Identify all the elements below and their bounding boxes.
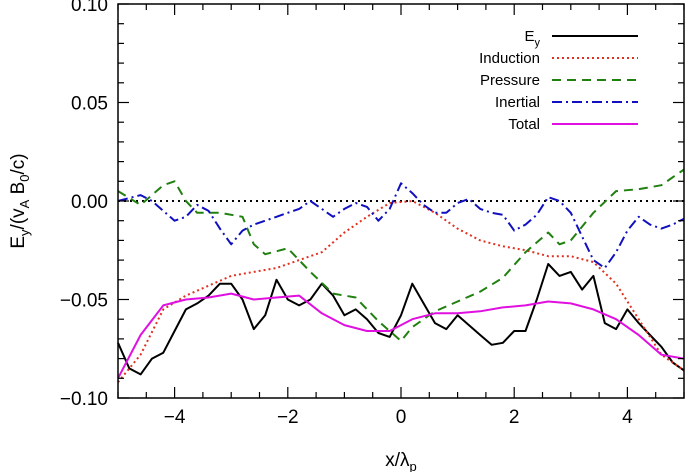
series-line-inertial xyxy=(118,183,684,268)
series-line-total xyxy=(118,294,684,379)
x-tick-label: 0 xyxy=(396,407,407,428)
x-axis-title-base: x/λ xyxy=(385,450,410,471)
y-tick-label: 0.10 xyxy=(71,0,108,16)
y-axis-title-s3: 0 xyxy=(17,174,32,181)
x-axis-title: x/λp xyxy=(385,450,417,472)
plot-area xyxy=(118,4,684,398)
x-tick-label: −2 xyxy=(277,407,299,428)
y-axis-title-p2: /(v xyxy=(8,208,29,230)
x-tick-label: 4 xyxy=(622,407,633,428)
legend-label-inertial: Inertial xyxy=(495,94,540,111)
x-tick-label: −4 xyxy=(164,407,186,428)
series-line-ey xyxy=(118,264,684,374)
legend-label-induction: Induction xyxy=(479,50,540,67)
y-tick-label: −0.10 xyxy=(60,389,108,410)
y-tick-label: −0.05 xyxy=(60,291,108,312)
y-axis-title-p4: /c) xyxy=(8,153,29,174)
y-tick-label: 0.05 xyxy=(71,94,108,115)
y-axis-title-p3: B xyxy=(8,182,29,200)
x-axis-ticks: −4 −2 0 2 4 xyxy=(118,4,684,428)
y-axis-title-s2: A xyxy=(17,199,32,208)
x-tick-label: 2 xyxy=(509,407,520,428)
y-tick-label: 0.00 xyxy=(71,192,108,213)
y-axis-ticks: −0.10 −0.05 0.00 0.05 0.10 xyxy=(60,0,684,410)
y-axis-title-p1: E xyxy=(8,236,29,249)
line-chart: −4 −2 0 2 4 −0.10−0.050.000.050.10 x/λp Ey/(… xyxy=(0,0,686,472)
x-axis-title-sub: p xyxy=(410,459,417,472)
series-line-induction xyxy=(118,201,684,382)
legend-label-pressure: Pressure xyxy=(480,72,540,89)
legend-label-ey: Ey xyxy=(524,28,540,49)
legend-label-total: Total xyxy=(508,116,540,133)
y-axis-title: Ey/(vA B0/c) xyxy=(8,153,32,248)
